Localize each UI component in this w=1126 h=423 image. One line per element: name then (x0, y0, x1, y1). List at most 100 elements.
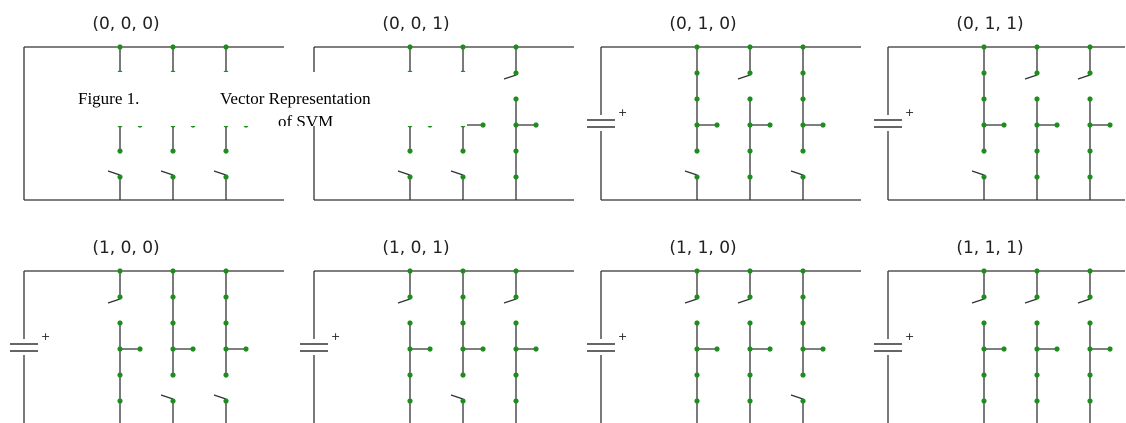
switch-node (1087, 320, 1093, 326)
switch-node (800, 294, 806, 300)
mid-node (800, 122, 806, 128)
lower-switch-open (397, 170, 411, 176)
switch-node (1087, 268, 1093, 274)
switch-node (513, 148, 519, 154)
switch-node (460, 294, 466, 300)
switch-node (981, 148, 987, 154)
switch-node (1087, 174, 1093, 180)
switch-node (747, 70, 753, 76)
switch-node (460, 398, 466, 404)
switch-node (800, 398, 806, 404)
switch-node (800, 44, 806, 50)
switch-node (747, 96, 753, 102)
switch-node (800, 96, 806, 102)
switch-node (981, 70, 987, 76)
output-node (767, 346, 773, 352)
switch-node (1034, 268, 1040, 274)
switch-node (747, 174, 753, 180)
mid-node (694, 122, 700, 128)
mid-node (1034, 122, 1040, 128)
lower-switch-open (450, 170, 464, 176)
battery-plus-sign: + (41, 330, 50, 343)
switch-node (170, 268, 176, 274)
switch-node (513, 268, 519, 274)
output-node (1107, 346, 1113, 352)
switch-node (170, 44, 176, 50)
circuit-cell: (1, 0, 1) + (300, 238, 574, 423)
upper-switch-open (503, 74, 517, 80)
switch-node (117, 320, 123, 326)
cell-state-label: (1, 1, 0) (669, 238, 736, 258)
switch-node (1034, 320, 1040, 326)
mid-node (223, 346, 229, 352)
switch-node (117, 44, 123, 50)
upper-switch-open (684, 298, 698, 304)
switch-node (460, 268, 466, 274)
switch-node (1034, 96, 1040, 102)
switch-node (407, 398, 413, 404)
upper-switch-open (1024, 74, 1038, 80)
switch-node (1034, 398, 1040, 404)
switch-node (981, 174, 987, 180)
figure-caption-cutoff-text: of SVM (278, 112, 334, 126)
battery-plus-sign: + (618, 330, 627, 343)
cell-state-label: (1, 0, 1) (382, 238, 449, 258)
mid-node (1087, 346, 1093, 352)
output-node (820, 122, 826, 128)
battery-plus-sign: + (905, 330, 914, 343)
switch-node (223, 372, 229, 378)
output-node (820, 346, 826, 352)
circuit-cell: (1, 1, 1) + (874, 238, 1125, 423)
switch-node (694, 268, 700, 274)
mid-node (747, 346, 753, 352)
switch-node (1034, 148, 1040, 154)
battery-plus-sign: + (331, 330, 340, 343)
switch-node (981, 294, 987, 300)
upper-switch-open (971, 298, 985, 304)
switch-node (694, 294, 700, 300)
switch-node (223, 294, 229, 300)
switch-node (800, 174, 806, 180)
output-node (1054, 122, 1060, 128)
lower-switch-open (213, 394, 227, 400)
switch-node (1034, 372, 1040, 378)
figure-caption-text: Vector Representation (220, 89, 371, 108)
switch-node (694, 96, 700, 102)
switch-node (223, 174, 229, 180)
lower-switch-open (160, 170, 174, 176)
battery-plus-sign: + (905, 106, 914, 119)
output-node (714, 122, 720, 128)
switch-node (223, 398, 229, 404)
switch-node (694, 174, 700, 180)
switch-node (694, 148, 700, 154)
output-node (1107, 122, 1113, 128)
switch-node (223, 320, 229, 326)
mid-node (694, 346, 700, 352)
switch-node (460, 174, 466, 180)
switch-node (407, 294, 413, 300)
mid-node (117, 346, 123, 352)
switch-node (170, 372, 176, 378)
switch-node (981, 398, 987, 404)
switch-node (407, 174, 413, 180)
mid-node (981, 122, 987, 128)
switch-node (117, 268, 123, 274)
lower-switch-open (684, 170, 698, 176)
circuit-cell: (0, 1, 0) + (587, 14, 861, 201)
switch-node (694, 372, 700, 378)
switch-node (170, 320, 176, 326)
upper-switch-open (737, 298, 751, 304)
switch-node (407, 320, 413, 326)
switch-node (1087, 96, 1093, 102)
cell-state-label: (1, 0, 0) (92, 238, 159, 258)
switch-node (747, 294, 753, 300)
switch-node (800, 70, 806, 76)
switch-node (407, 268, 413, 274)
switch-node (981, 44, 987, 50)
switch-node (513, 174, 519, 180)
upper-switch-open (1077, 298, 1091, 304)
lower-switch-open (107, 170, 121, 176)
mid-node (460, 346, 466, 352)
mid-node (800, 346, 806, 352)
output-node (480, 122, 486, 128)
